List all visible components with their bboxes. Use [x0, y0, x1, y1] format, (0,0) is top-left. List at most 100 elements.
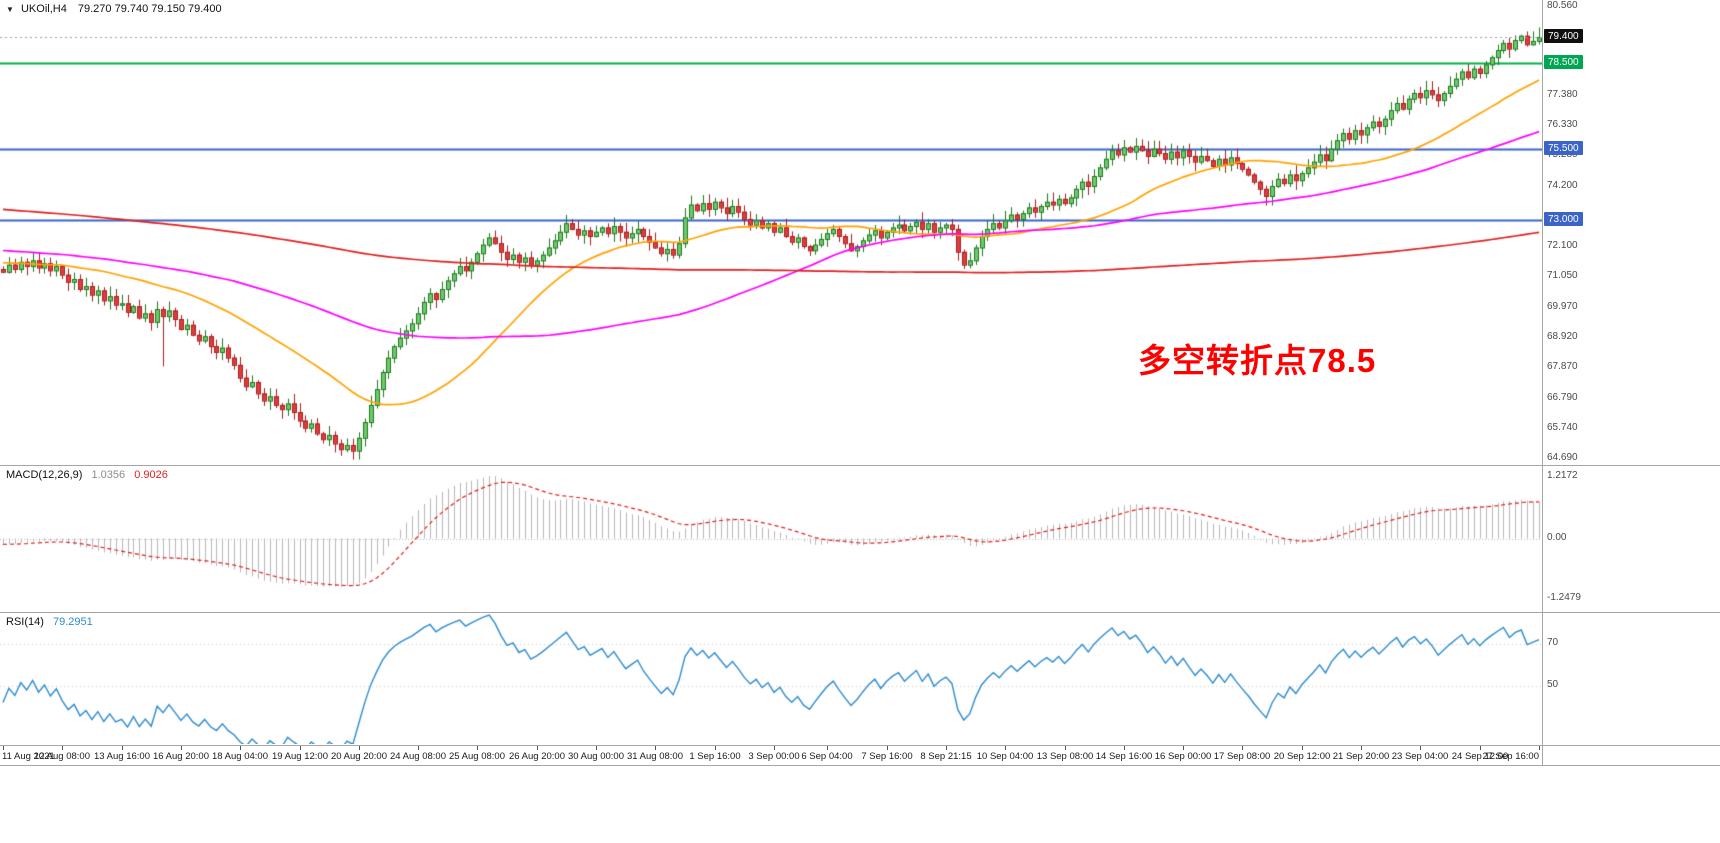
time-axis-label: 14 Sep 16:00	[1095, 751, 1153, 762]
time-axis-tick	[596, 746, 597, 750]
time-axis-label: 20 Aug 20:00	[331, 751, 387, 762]
time-axis-tick	[715, 746, 716, 750]
macd-axis-label: 1.2172	[1547, 470, 1578, 481]
time-axis-label: 31 Aug 08:00	[627, 751, 683, 762]
rsi-indicator-canvas[interactable]	[0, 613, 1542, 744]
time-axis-tick	[887, 746, 888, 750]
time-axis-label: 19 Aug 12:00	[272, 751, 328, 762]
time-axis-tick	[240, 746, 241, 750]
time-axis-tick	[1361, 746, 1362, 750]
price-axis[interactable]: 80.56077.38076.33075.28074.20072.10071.0…	[1543, 0, 1720, 465]
time-axis-tick	[655, 746, 656, 750]
panel-separator	[0, 745, 1720, 746]
time-axis-label: 18 Aug 04:00	[212, 751, 268, 762]
ohlc-values: 79.270 79.740 79.150 79.400	[77, 3, 222, 15]
axis-bottom-border	[0, 765, 1720, 766]
macd-axis-label: -1.2479	[1547, 592, 1581, 603]
macd-axis-label: 0.00	[1547, 532, 1567, 543]
price-axis-label: 65.740	[1547, 422, 1578, 434]
symbol-marker-icon: ▼	[6, 5, 14, 14]
rsi-label: RSI(14)	[6, 616, 44, 628]
time-axis-tick	[1183, 746, 1184, 750]
time-axis-tick	[3, 746, 4, 750]
price-axis-label: 71.050	[1547, 270, 1578, 282]
time-axis-label: 23 Sep 04:00	[1391, 751, 1449, 762]
main-chart-canvas[interactable]	[0, 0, 1542, 465]
price-axis-label: 64.690	[1547, 452, 1578, 464]
time-axis-tick	[946, 746, 947, 750]
time-axis-tick	[827, 746, 828, 750]
price-axis-label: 72.100	[1547, 240, 1578, 252]
time-axis-tick	[1420, 746, 1421, 750]
time-axis-label: 25 Aug 08:00	[449, 751, 505, 762]
time-axis-tick	[418, 746, 419, 750]
time-axis-label: 7 Sep 16:00	[861, 751, 913, 762]
price-tag: 75.500	[1544, 140, 1583, 155]
time-axis-tick	[62, 746, 63, 750]
time-axis-label: 26 Aug 20:00	[509, 751, 565, 762]
time-axis-tick	[1480, 746, 1481, 750]
price-tag: 78.500	[1544, 54, 1583, 69]
rsi-axis[interactable]: 70 50	[1543, 613, 1720, 744]
price-axis-label: 74.200	[1547, 180, 1578, 191]
time-axis-label: 30 Aug 00:00	[568, 751, 624, 762]
panel-separator[interactable]	[0, 612, 1720, 613]
time-axis-label: 6 Sep 04:00	[801, 751, 853, 762]
time-axis-label: 20 Sep 12:00	[1273, 751, 1331, 762]
time-axis-tick	[537, 746, 538, 750]
time-axis-tick	[1242, 746, 1243, 750]
symbol-label: UKOil,H4	[20, 3, 67, 15]
time-axis-tick	[181, 746, 182, 750]
annotation-text[interactable]: 多空转折点78.5	[1138, 342, 1377, 379]
price-axis-label: 80.560	[1547, 0, 1578, 11]
time-axis-label: 8 Sep 21:15	[920, 751, 972, 762]
time-axis-label: 24 Aug 08:00	[390, 751, 446, 762]
panel-separator[interactable]	[0, 465, 1720, 466]
time-axis-tick	[1124, 746, 1125, 750]
price-axis-label: 66.790	[1547, 392, 1578, 404]
macd-header: MACD(12,26,9) 1.0356 0.9026	[6, 469, 168, 481]
macd-value-signal: 0.9026	[134, 469, 168, 481]
price-axis-label: 69.970	[1547, 301, 1578, 313]
price-axis-label: 76.330	[1547, 119, 1578, 131]
time-axis-label: 27 Sep 16:00	[1482, 751, 1539, 762]
rsi-header: RSI(14) 79.2951	[6, 616, 93, 628]
time-axis-tick	[1302, 746, 1303, 750]
time-axis-tick	[122, 746, 123, 750]
time-axis-label: 13 Aug 16:00	[94, 751, 150, 762]
time-axis-tick	[1065, 746, 1066, 750]
price-axis-label: 68.920	[1547, 331, 1578, 343]
time-axis-tick	[300, 746, 301, 750]
time-axis[interactable]: 11 Aug 2021 12 Aug 08:00 13 Aug 16:00 16 Au…	[0, 746, 1542, 765]
time-axis-label: 17 Sep 08:00	[1213, 751, 1271, 762]
macd-label: MACD(12,26,9)	[6, 469, 83, 481]
time-axis-tick	[477, 746, 478, 750]
price-axis-label: 77.380	[1547, 89, 1578, 100]
time-axis-tick	[359, 746, 360, 750]
price-axis-label: 67.870	[1547, 361, 1578, 373]
time-axis-label: 3 Sep 00:00	[748, 751, 800, 762]
time-axis-tick	[774, 746, 775, 750]
rsi-axis-label: 70	[1547, 637, 1559, 648]
time-axis-label: 13 Sep 08:00	[1036, 751, 1094, 762]
time-axis-label: 24 Sep 12:00	[1451, 751, 1509, 762]
time-axis-tick	[1005, 746, 1006, 750]
time-axis-tick	[1539, 746, 1540, 750]
time-axis-label: 10 Sep 04:00	[976, 751, 1034, 762]
time-axis-label: 16 Sep 00:00	[1154, 751, 1212, 762]
macd-axis[interactable]: 1.2172 0.00 -1.2479	[1543, 466, 1720, 611]
rsi-value: 79.2951	[52, 616, 93, 628]
rsi-axis-label: 50	[1547, 679, 1559, 690]
ohlc-header: ▼ UKOil,H4 79.270 79.740 79.150 79.400	[6, 3, 222, 15]
time-axis-label: 16 Aug 20:00	[153, 751, 209, 762]
price-axis-border	[1542, 0, 1543, 765]
time-axis-label: 11 Aug 2021	[2, 751, 55, 762]
price-tag: 79.400	[1544, 29, 1583, 44]
price-tag: 73.000	[1544, 212, 1583, 227]
time-axis-label: 1 Sep 16:00	[689, 751, 741, 762]
time-axis-label: 12 Aug 08:00	[34, 751, 90, 762]
macd-indicator-canvas[interactable]	[0, 466, 1542, 611]
macd-value-main: 1.0356	[91, 469, 126, 481]
time-axis-label: 21 Sep 20:00	[1332, 751, 1390, 762]
